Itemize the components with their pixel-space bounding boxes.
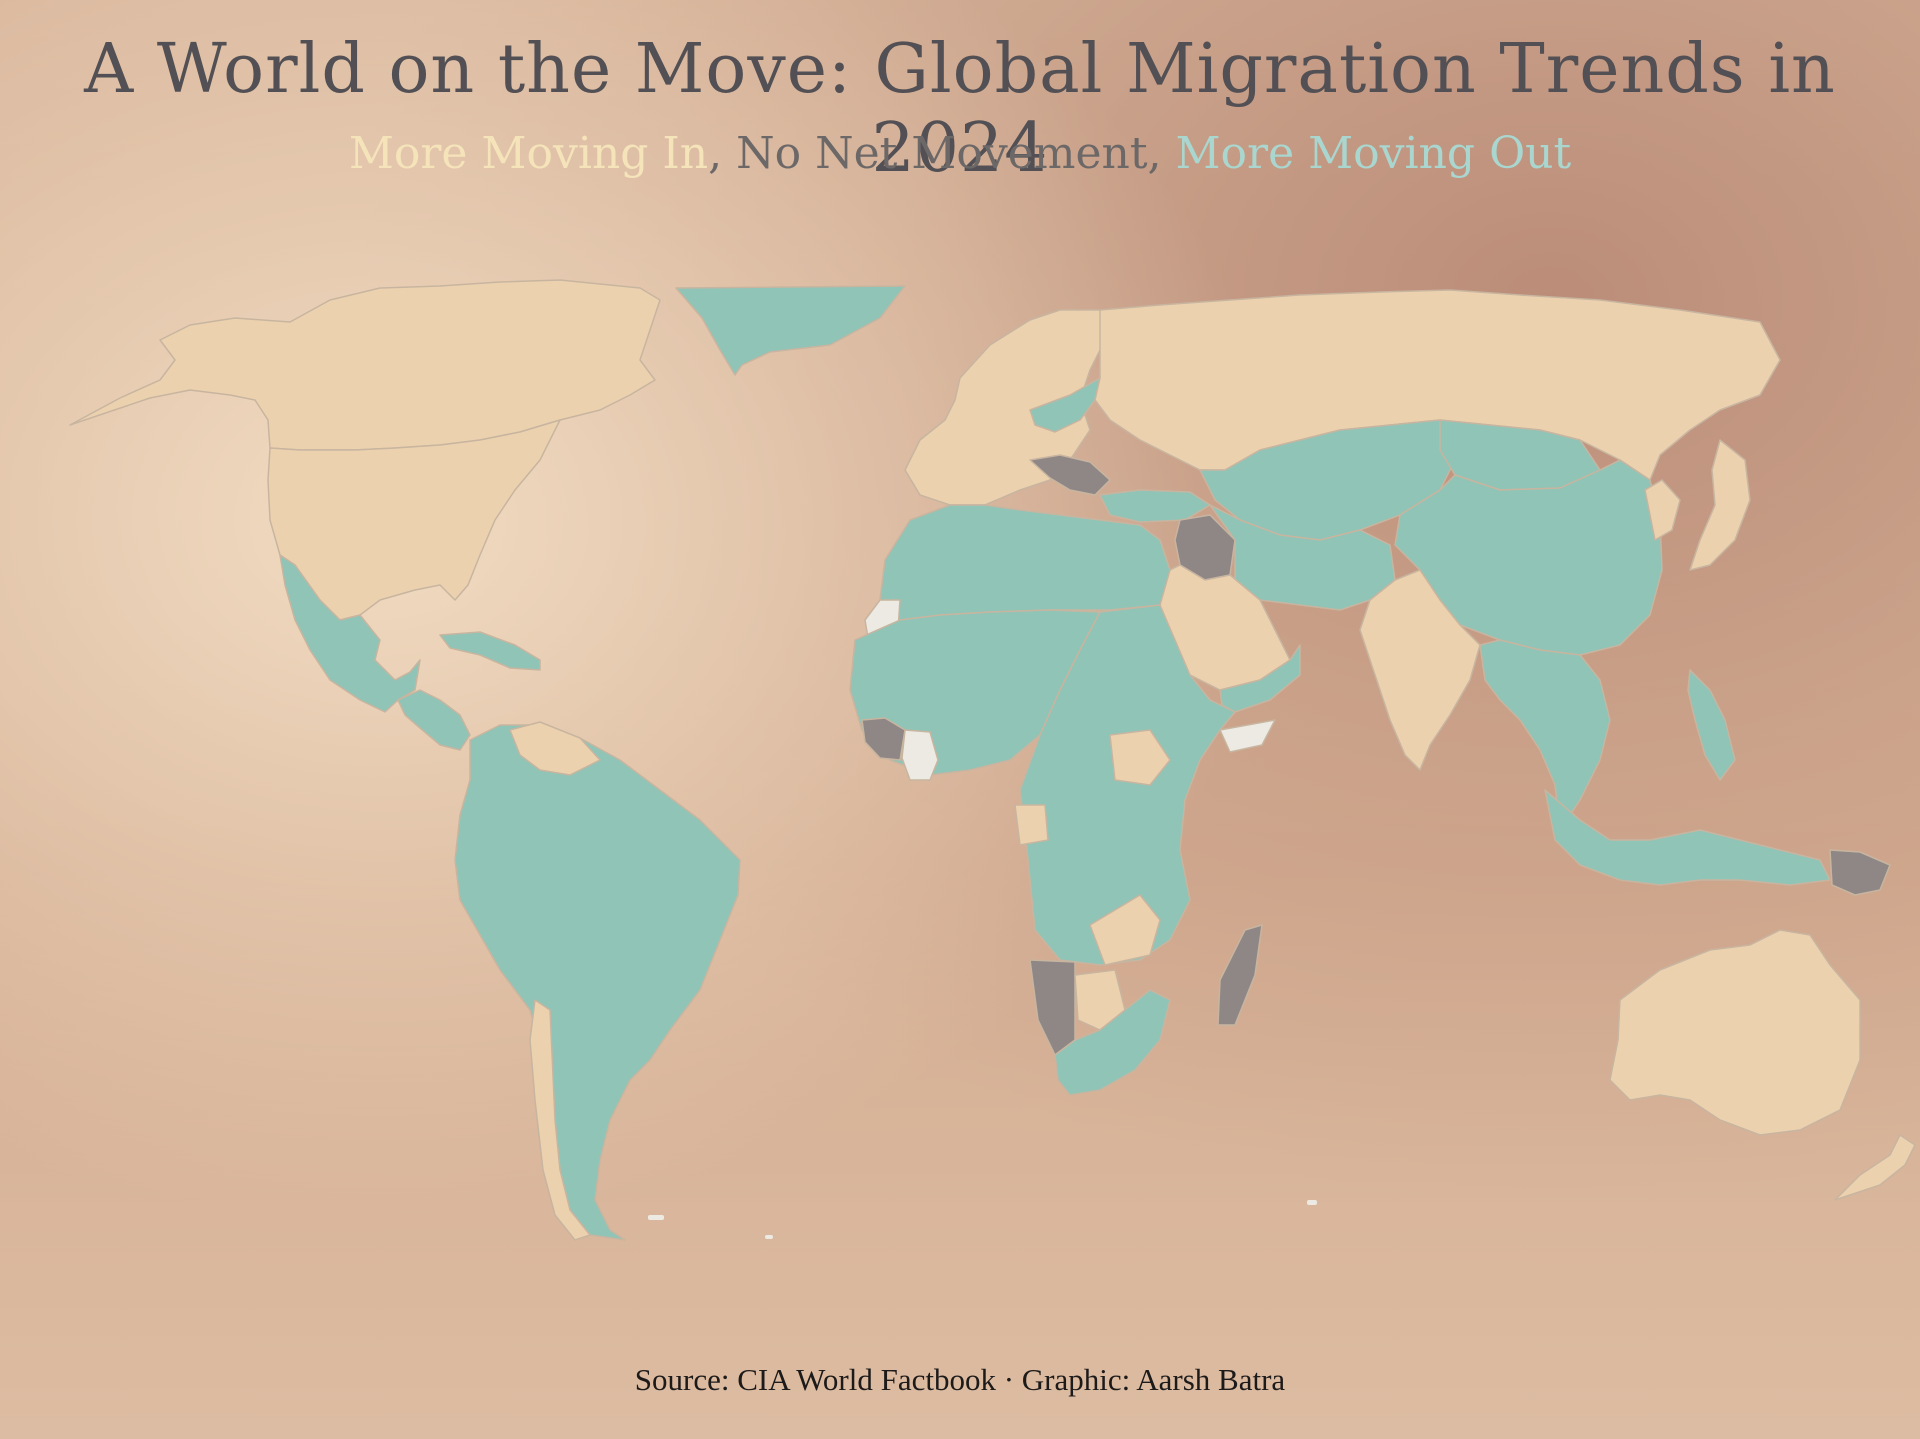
region-philippines xyxy=(1687,669,1736,781)
region-poland-belarus xyxy=(1029,377,1101,433)
legend-moving-out: More Moving Out xyxy=(1175,128,1572,179)
region-turkey xyxy=(1099,489,1211,523)
region-korea xyxy=(1644,479,1681,541)
region-greenland xyxy=(675,285,906,376)
region-australia xyxy=(1609,929,1861,1136)
legend-separator: , xyxy=(708,128,737,179)
region-central-africa xyxy=(1019,604,1236,966)
region-indonesia xyxy=(1544,789,1831,886)
region-zambia xyxy=(1089,894,1161,966)
region-central-america xyxy=(397,689,471,751)
region-papua-new-guinea xyxy=(1829,849,1891,896)
region-south-africa xyxy=(1054,989,1171,1096)
region-south-america xyxy=(454,724,741,1241)
region-gabon xyxy=(1014,804,1049,846)
region-india xyxy=(1359,569,1481,771)
region-madagascar xyxy=(1217,924,1263,1026)
region-canada xyxy=(69,279,661,451)
page-title: A World on the Move: Global Migration Tr… xyxy=(84,30,1836,188)
region-japan xyxy=(1689,439,1751,571)
region-north-africa xyxy=(879,504,1171,621)
region-liberia xyxy=(861,717,906,761)
legend-separator: , xyxy=(1147,128,1176,179)
legend-no-net: No Net Movement xyxy=(736,128,1148,179)
region-caribbean xyxy=(439,631,541,671)
region-somalia xyxy=(1219,719,1276,753)
source-credit: Source: CIA World Factbook · Graphic: Aa… xyxy=(634,1362,1286,1397)
region-guyana-suriname xyxy=(509,721,601,776)
region-chile xyxy=(529,999,591,1241)
legend-moving-in: More Moving In xyxy=(348,128,709,179)
region-namibia xyxy=(1029,959,1076,1056)
region-southeast-asia xyxy=(1479,639,1611,831)
region-ivory-coast xyxy=(901,729,939,781)
world-map xyxy=(69,279,1916,1241)
region-new-zealand xyxy=(1834,1134,1916,1201)
legend-subtitle: More Moving In, No Net Movement, More Mo… xyxy=(0,128,1920,179)
region-south-sudan xyxy=(1109,729,1171,786)
region-mexico xyxy=(279,554,421,713)
region-balkans xyxy=(1029,454,1111,496)
